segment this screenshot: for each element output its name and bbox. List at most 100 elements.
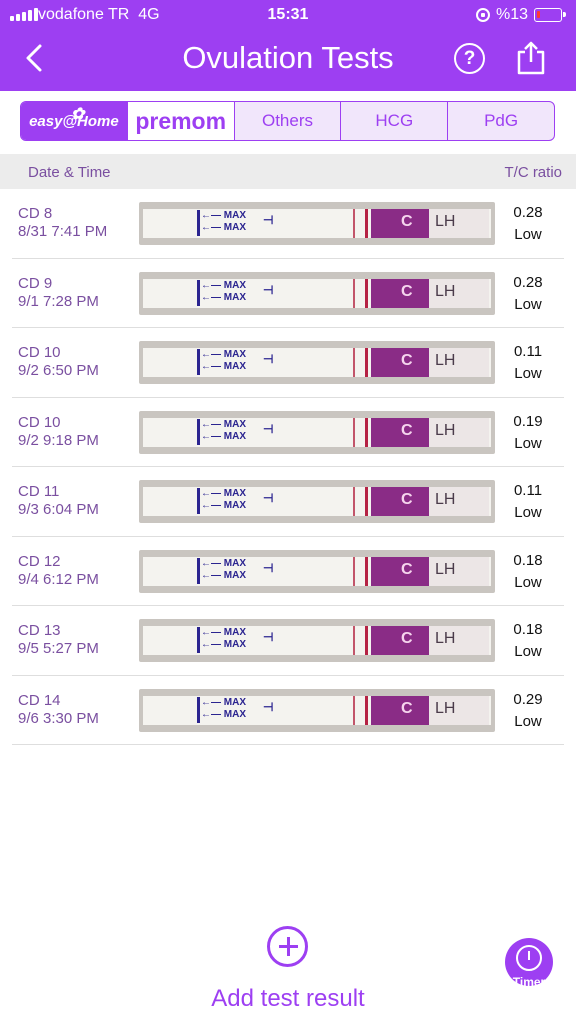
max-label: MAX [223,291,247,303]
tc-ratio-value: 0.19 [513,412,543,430]
test-row[interactable]: CD 11 9/3 6:04 PM ←— MAX ←— MAX ⊣ C LH 0.11 Low [12,467,564,537]
brand-tab-label: PdG [484,111,519,130]
strip-test-line [353,278,355,308]
test-datetime: 9/3 6:04 PM [18,501,99,518]
test-datetime: 9/2 9:18 PM [18,431,99,449]
test-row[interactable]: CD 10 9/2 9:18 PM ←— MAX ←— MAX ⊣ C LH 0.19 Low [12,398,564,467]
test-strip-image: ←— MAX ←— MAX ⊣ C LH [139,549,495,593]
strip-test-line [353,626,355,655]
test-result: 0.19 Low [498,411,558,455]
strip-max-arrows: ←— MAX ←— MAX [201,557,247,581]
strip-c-label: C [401,213,413,230]
strip-handle-mark [197,349,200,375]
tc-ratio-value: 0.29 [513,690,543,708]
strip-lh-window: LH [429,556,489,586]
max-label: MAX [223,696,247,708]
test-result: 0.28 Low [498,272,558,316]
strip-lh-window: LH [429,278,489,308]
add-test-result-button[interactable]: Add test result [211,985,365,1012]
test-strip-image: ←— MAX ←— MAX ⊣ C LH [139,271,495,315]
brand-tab-hcg[interactable]: HCG [341,102,449,140]
strip-c-label: C [401,421,413,439]
test-strip-image: ←— MAX ←— MAX ⊣ C LH [139,341,495,384]
max-label: MAX [223,279,247,291]
cycle-day: CD 11 [18,483,60,500]
strip-lh-label: LH [435,421,456,439]
brand-tab-label: HCG [375,111,414,130]
test-result: 0.28 Low [498,202,558,246]
signal-icon [10,8,38,21]
test-list: CD 8 8/31 7:41 PM ←— MAX ←— MAX ⊣ C LH 0.28 Low C… [12,189,564,745]
test-datetime: 9/5 5:27 PM [18,640,99,657]
test-row[interactable]: CD 10 9/2 6:50 PM ←— MAX ←— MAX ⊣ C LH 0.11 Low [12,328,564,398]
lh-level: Low [514,365,542,382]
timer-button[interactable]: Timer [505,938,553,989]
strip-c-window: C [371,695,429,725]
brand-tab-easy-home[interactable]: ✿ easy@Home [21,102,128,140]
strip-test-line [353,209,355,238]
stopwatch-icon [516,945,542,971]
cycle-day: CD 10 [18,413,61,431]
lh-level: Low [514,573,542,591]
max-label: MAX [223,500,247,511]
tc-ratio-value: 0.28 [513,204,543,221]
test-row[interactable]: CD 9 9/1 7:28 PM ←— MAX ←— MAX ⊣ C LH 0.28 Low [12,259,564,328]
strip-max-arrows: ←— MAX ←— MAX [201,488,247,511]
page-title: Ovulation Tests [182,40,394,75]
test-datetime: 9/2 6:50 PM [18,362,99,379]
strip-control-line [365,695,368,725]
cycle-day: CD 9 [18,274,53,292]
strip-max-arrows: ←— MAX ←— MAX [201,696,247,720]
test-datetime: 8/31 7:41 PM [18,223,108,240]
strip-c-label: C [401,491,413,508]
strip-lh-window: LH [429,487,489,516]
test-result: 0.29 Low [498,689,558,733]
test-datetime: 9/4 6:12 PM [18,570,99,588]
strip-lh-window: LH [429,626,489,655]
carrier-name: vodafone TR [38,6,130,23]
test-row[interactable]: CD 8 8/31 7:41 PM ←— MAX ←— MAX ⊣ C LH 0.28 Low [12,189,564,259]
strip-control-line [365,417,368,447]
status-bar: vodafone TR 4G 15:31 %13 [0,4,576,26]
cycle-day: CD 10 [18,344,61,361]
test-strip-image: ←— MAX ←— MAX ⊣ C LH [139,688,495,732]
strip-lh-label: LH [435,282,456,300]
test-row[interactable]: CD 12 9/4 6:12 PM ←— MAX ←— MAX ⊣ C LH 0.18 Low [12,537,564,606]
test-row[interactable]: CD 13 9/5 5:27 PM ←— MAX ←— MAX ⊣ C LH 0.18 Low [12,606,564,676]
brand-tab-others[interactable]: Others [235,102,342,140]
flower-icon: ✿ [71,106,85,123]
strip-tick: ⊣ [263,630,274,644]
strip-lh-label: LH [435,699,456,717]
strip-control-line [365,348,368,377]
carrier-label: vodafone TR 4G [38,6,160,24]
app-header: vodafone TR 4G 15:31 %13 Ovulation Tests… [0,0,576,91]
strip-max-arrows: ←— MAX ←— MAX [201,349,247,372]
strip-c-label: C [401,560,413,578]
strip-test-line [353,348,355,377]
strip-tick: ⊣ [263,421,274,436]
test-row[interactable]: CD 14 9/6 3:30 PM ←— MAX ←— MAX ⊣ C LH 0.29 Low [12,676,564,745]
max-label: MAX [223,639,247,650]
test-date: CD 11 9/3 6:04 PM [18,483,99,519]
strip-c-window: C [371,417,429,447]
strip-c-label: C [401,282,413,300]
strip-tick: ⊣ [263,213,274,227]
strip-test-line [353,556,355,586]
max-label: MAX [223,222,247,233]
strip-c-label: C [401,630,413,647]
back-icon[interactable] [20,40,52,76]
strip-tick: ⊣ [263,560,274,575]
strip-c-label: C [401,352,413,369]
strip-max-arrows: ←— MAX ←— MAX [201,627,247,650]
share-icon[interactable] [514,40,548,76]
date-time-header: Date & Time [28,164,111,181]
test-date: CD 9 9/1 7:28 PM [18,275,99,311]
add-test-icon[interactable] [267,926,308,967]
brand-tab-premom[interactable]: premom [127,102,235,140]
brand-tab-pdg[interactable]: PdG [448,102,554,140]
battery-icon [534,8,566,22]
test-strip-image: ←— MAX ←— MAX ⊣ C LH [139,202,495,245]
help-icon[interactable]: ? [454,43,485,74]
ratio-header: T/C ratio [504,164,562,181]
strip-c-window: C [371,487,429,516]
